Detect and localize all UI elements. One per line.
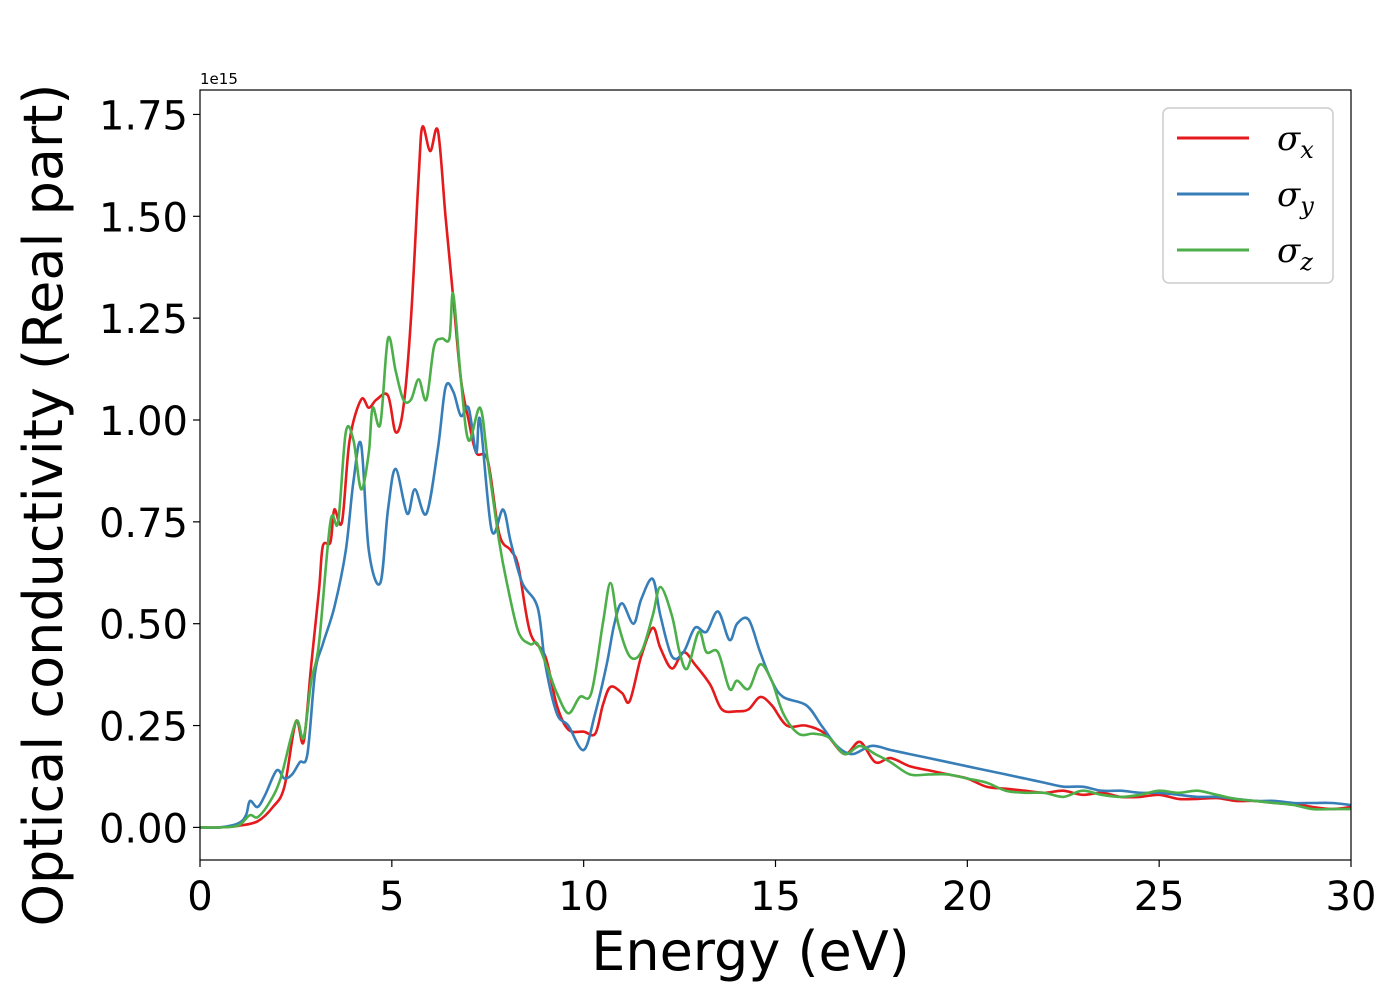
series-line-x (200, 125, 1351, 829)
x-axis: 0 5 10 15 20 25 30 (187, 860, 1376, 920)
y-tick-label: 1.25 (99, 297, 188, 343)
y-tick-label: 0.50 (99, 603, 188, 649)
x-axis-label: Energy (eV) (591, 920, 910, 983)
y-axis: 0.00 0.25 0.50 0.75 1.00 1.25 1.50 1.75 (99, 93, 200, 852)
legend-entry-x: σx (1177, 119, 1314, 164)
x-tick-label: 0 (187, 874, 212, 920)
series-layer (200, 125, 1351, 830)
legend-label: σz (1277, 231, 1313, 276)
series-line-y (200, 381, 1351, 830)
x-tick-label: 30 (1326, 874, 1377, 920)
y-tick-label: 0.25 (99, 705, 188, 751)
legend: σx σy σz (1162, 107, 1334, 284)
x-tick-label: 15 (750, 874, 801, 920)
x-tick-label: 20 (942, 874, 993, 920)
y-axis-label: Optical conductivity (Real part) (12, 84, 75, 927)
y-axis-offset-label: 1e15 (200, 70, 238, 88)
x-tick-label: 10 (558, 874, 609, 920)
y-tick-label: 1.75 (99, 93, 188, 139)
y-tick-label: 1.00 (99, 399, 188, 445)
x-tick-label: 25 (1134, 874, 1185, 920)
y-tick-label: 1.50 (99, 195, 188, 241)
x-tick-label: 5 (379, 874, 404, 920)
y-tick-label: 0.75 (99, 501, 188, 547)
legend-entry-z: σz (1177, 231, 1313, 276)
legend-label: σy (1277, 175, 1314, 220)
y-tick-label: 0.00 (99, 806, 188, 852)
legend-label: σx (1277, 119, 1314, 164)
series-line-z (200, 292, 1351, 829)
legend-entry-y: σy (1177, 175, 1314, 220)
